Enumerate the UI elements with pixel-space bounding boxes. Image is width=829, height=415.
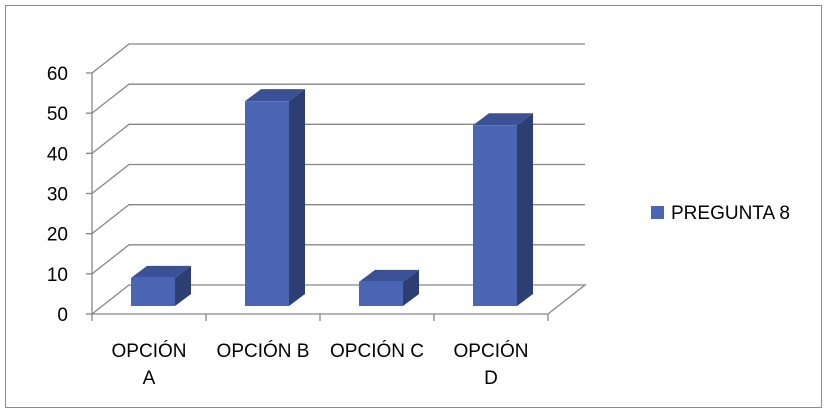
- x-category-label-line: OPCIÓN C: [330, 340, 424, 362]
- labels: 0 10 20 30 40 50 60 OPCIÓN A OPCIÓN B OPCIÓN C OPCI…: [47, 64, 529, 389]
- x-category-label-line: OPCIÓN: [112, 340, 187, 362]
- axes: [86, 72, 549, 321]
- x-category-label-line: D: [484, 368, 498, 389]
- x-category-label-line: A: [143, 368, 156, 389]
- bar-top: [473, 113, 533, 126]
- y-tick-label: 40: [47, 144, 68, 165]
- y-tick-label: 50: [47, 104, 68, 125]
- x-category-label-line: OPCIÓN: [454, 340, 529, 362]
- gridlines: [91, 43, 587, 315]
- bar-side: [517, 113, 533, 306]
- gridline: [91, 244, 585, 275]
- y-tick-label: 60: [47, 64, 68, 85]
- chart-frame: [5, 5, 822, 408]
- gridline: [91, 163, 585, 195]
- bar-side: [289, 89, 305, 307]
- legend-swatch: [651, 206, 664, 219]
- bar: [131, 277, 175, 306]
- bar-side: [403, 269, 419, 306]
- bar-side: [175, 265, 191, 306]
- bar: [473, 125, 517, 306]
- bars: [131, 89, 533, 307]
- floor-outline: [91, 284, 587, 315]
- bar-top: [359, 269, 419, 282]
- x-category-label: OPCIÓN C: [330, 340, 424, 362]
- bar: [245, 101, 289, 307]
- gridline: [91, 204, 585, 235]
- gridline: [91, 123, 585, 154]
- bar-top: [245, 89, 305, 102]
- gridline: [91, 83, 585, 114]
- y-tick-label: 0: [57, 305, 68, 326]
- y-tick-label: 10: [47, 265, 68, 286]
- bar: [359, 281, 403, 306]
- y-tick-label: 30: [47, 185, 68, 206]
- legend-label: PREGUNTA 8: [671, 203, 790, 224]
- x-category-label: OPCIÓN D: [454, 340, 529, 389]
- bar-top: [131, 265, 191, 278]
- gridline: [91, 43, 585, 74]
- x-category-label: OPCIÓN B: [217, 340, 310, 362]
- x-category-label: OPCIÓN A: [112, 340, 187, 389]
- x-category-label-line: OPCIÓN B: [217, 340, 310, 362]
- legend: PREGUNTA 8: [651, 203, 790, 224]
- y-tick-label: 20: [47, 225, 68, 246]
